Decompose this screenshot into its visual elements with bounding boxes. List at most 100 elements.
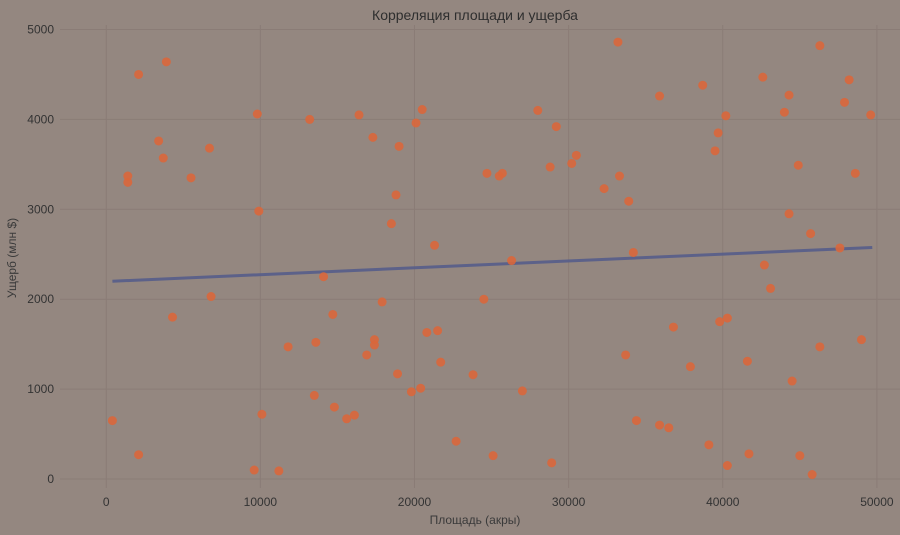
scatter-point [362, 350, 372, 360]
scatter-point [710, 146, 720, 156]
scatter-point [406, 387, 416, 397]
y-tick-label: 5000 [27, 22, 54, 36]
trend-line [112, 246, 873, 283]
scatter-point [393, 369, 403, 379]
y-tick-label: 0 [47, 472, 54, 486]
scatter-point [349, 410, 359, 420]
scatter-point [283, 342, 293, 352]
y-axis-ticks: 0 1000 2000 3000 4000 5000 [27, 22, 54, 486]
scatter-point [685, 362, 695, 372]
scatter-point [517, 386, 527, 396]
scatter-point [631, 416, 641, 426]
scatter-point [249, 465, 259, 475]
scatter-point [742, 356, 752, 366]
scatter-point [840, 97, 850, 107]
scatter-point [621, 350, 631, 360]
scatter-point [368, 132, 378, 142]
scatter-point [844, 75, 854, 85]
scatter-point [614, 171, 624, 181]
scatter-point [613, 37, 623, 47]
scatter-point [252, 109, 262, 119]
scatter-point [655, 91, 665, 101]
scatter-point [205, 143, 215, 153]
scatter-point [305, 114, 315, 124]
scatter-point [664, 423, 674, 433]
scatter-point [451, 436, 461, 446]
scatter-point [134, 450, 144, 460]
scatter-point [369, 340, 379, 350]
scatter-point [698, 80, 708, 90]
scatter-point [507, 256, 517, 266]
scatter-point [329, 402, 339, 412]
x-axis-label: Площадь (акры) [430, 513, 521, 527]
scatter-point [482, 168, 492, 178]
x-axis-ticks: 0 10000 20000 30000 40000 50000 [103, 495, 894, 509]
scatter-point [571, 150, 581, 160]
scatter-point [599, 184, 609, 194]
scatter-point [744, 449, 754, 459]
scatter-point [815, 41, 825, 51]
x-tick-label: 40000 [706, 495, 740, 509]
scatter-point [436, 357, 446, 367]
scatter-point [722, 461, 732, 471]
scatter-point [186, 173, 196, 183]
scatter-point [759, 260, 769, 270]
scatter-point [488, 451, 498, 461]
y-tick-label: 3000 [27, 202, 54, 216]
scatter-point [411, 118, 421, 128]
scatter-point [309, 390, 319, 400]
scatter-point [567, 158, 577, 168]
scatter-point [354, 110, 364, 120]
x-tick-label: 50000 [860, 495, 894, 509]
scatter-point [107, 416, 117, 426]
scatter-point [468, 370, 478, 380]
scatter-point [856, 335, 866, 345]
scatter-point [628, 247, 638, 257]
chart-title: Корреляция площади и ущерба [372, 7, 578, 23]
scatter-point [274, 466, 284, 476]
y-tick-label: 1000 [27, 382, 54, 396]
scatter-point [319, 272, 329, 282]
scatter-point [815, 342, 825, 352]
scatter-point [479, 294, 489, 304]
scatter-point [787, 376, 797, 386]
y-tick-label: 2000 [27, 292, 54, 306]
y-axis-label: Ущерб (млн $) [5, 218, 19, 298]
scatter-point [206, 292, 216, 302]
scatter-point [850, 168, 860, 178]
x-tick-label: 0 [103, 495, 110, 509]
scatter-point [835, 243, 845, 253]
scatter-point [154, 136, 164, 146]
scatter-point [391, 190, 401, 200]
scatter-point [624, 196, 634, 206]
grid [60, 25, 900, 488]
scatter-point [784, 209, 794, 219]
x-tick-label: 30000 [552, 495, 586, 509]
scatter-point [533, 105, 543, 115]
scatter-point [123, 171, 133, 181]
scatter-point [807, 470, 817, 480]
scatter-point [168, 312, 178, 322]
scatter-point [713, 128, 723, 138]
scatter-point [394, 141, 404, 151]
scatter-point [547, 458, 557, 468]
x-tick-label: 10000 [244, 495, 278, 509]
scatter-point [386, 219, 396, 229]
scatter-point [721, 111, 731, 121]
scatter-point [257, 409, 267, 419]
scatter-point [545, 162, 555, 172]
scatter-point [784, 90, 794, 100]
scatter-point [134, 69, 144, 79]
scatter-point [123, 177, 133, 187]
scatter-point [722, 313, 732, 323]
x-tick-label: 20000 [398, 495, 432, 509]
scatter-point [433, 326, 443, 336]
scatter-point [377, 297, 387, 307]
scatter-point [342, 414, 352, 424]
scatter-point [161, 57, 171, 67]
scatter-point [328, 309, 338, 319]
scatter-point [311, 337, 321, 347]
scatter-point [715, 317, 725, 327]
points-layer [107, 37, 876, 480]
